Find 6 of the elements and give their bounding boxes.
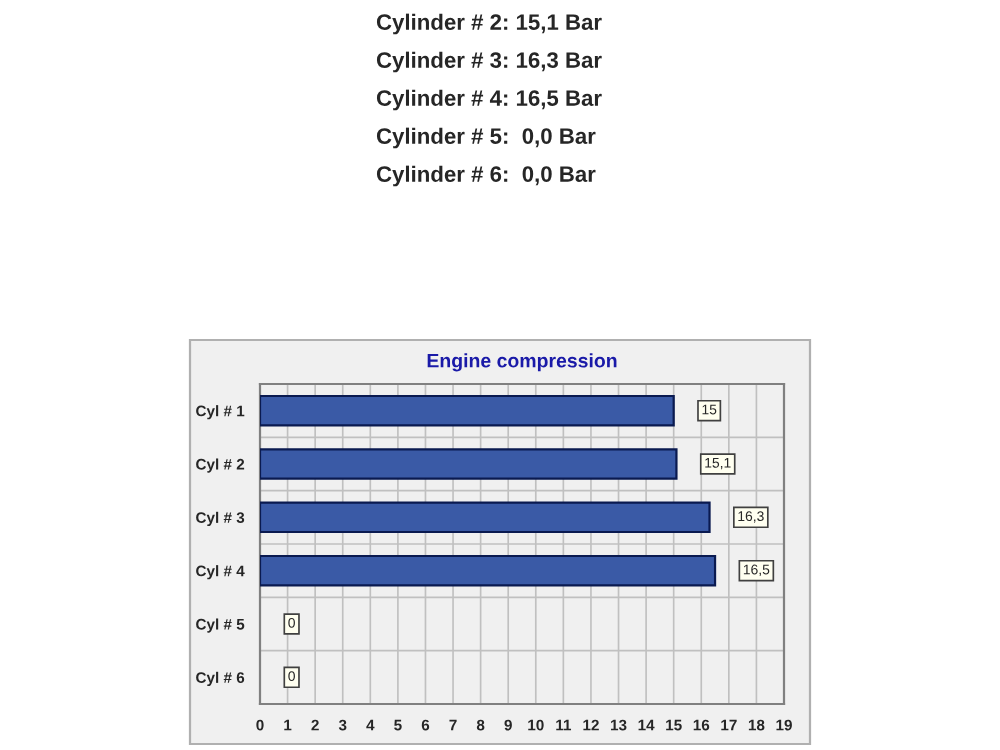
text: Cylinder # 3: 16,3 Bar (376, 51, 602, 73)
text: Cylinder # 5: 0,0 Bar (376, 127, 596, 149)
text: Cylinder # 4: 16,5 Bar (376, 89, 602, 111)
text: Cylinder # 6: 0,0 Bar (376, 165, 596, 187)
chart-title: Engine compression (427, 353, 617, 372)
text: Cylinder # 2: 15,1 Bar (376, 13, 602, 35)
